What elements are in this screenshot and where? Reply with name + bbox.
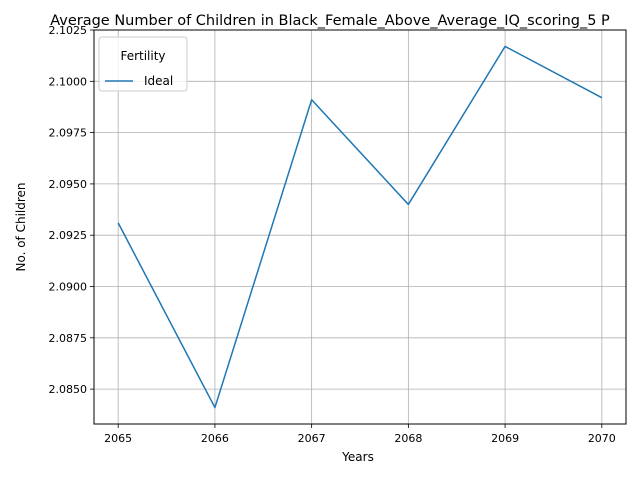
y-tick-label: 2.1000 [49,75,88,88]
x-tick-label: 2066 [201,432,229,445]
x-tick-label: 2068 [394,432,422,445]
legend-label-ideal: Ideal [144,74,173,88]
legend: Fertility Ideal [99,37,187,91]
x-axis-ticks: 2065 2066 2067 2068 2069 2070 [104,424,616,445]
y-tick-label: 2.0900 [49,281,88,294]
y-tick-label: 2.0850 [49,383,88,396]
x-tick-label: 2065 [104,432,132,445]
legend-box [99,37,187,91]
legend-title: Fertility [120,49,165,63]
x-tick-label: 2070 [588,432,616,445]
chart-title: Average Number of Children in Black_Fema… [50,13,610,29]
y-axis-label: No. of Children [14,182,28,271]
y-tick-label: 2.0875 [49,332,88,345]
x-tick-label: 2067 [298,432,326,445]
y-tick-label: 2.0950 [49,178,88,191]
y-tick-label: 2.0975 [49,127,88,140]
y-tick-label: 2.1025 [49,24,88,37]
y-axis-ticks: 2.0850 2.0875 2.0900 2.0925 2.0950 2.0975 2.10… [49,24,95,396]
x-axis-label: Years [341,450,374,464]
y-tick-label: 2.0925 [49,229,88,242]
x-tick-label: 2069 [491,432,519,445]
